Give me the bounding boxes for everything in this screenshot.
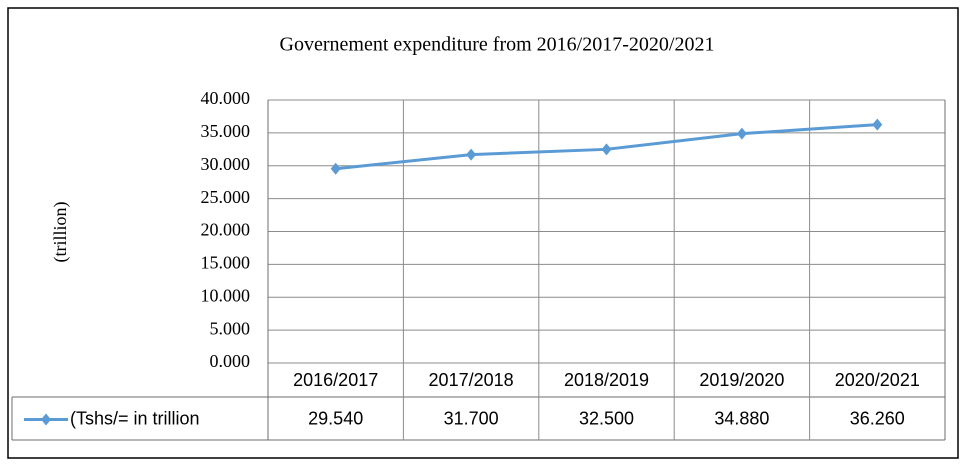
y-tick-label: 10.000	[201, 285, 251, 305]
x-tick-label: 2020/2021	[835, 370, 920, 390]
table-value: 36.260	[850, 408, 905, 428]
y-tick-label: 30.000	[201, 154, 251, 174]
y-tick-label: 25.000	[201, 187, 251, 207]
y-axis-label: (trillion)	[50, 202, 71, 263]
y-tick-label: 20.000	[201, 220, 251, 240]
y-tick-label: 5.000	[210, 318, 251, 338]
x-tick-label: 2018/2019	[564, 370, 649, 390]
point-marker	[601, 143, 612, 156]
point-marker	[466, 148, 477, 161]
point-marker	[872, 118, 883, 131]
legend-label: (Tshs/= in trillion	[70, 408, 200, 428]
y-tick-label: 0.000	[210, 351, 251, 371]
table-value: 29.540	[308, 408, 363, 428]
point-marker	[330, 162, 341, 175]
y-tick-label: 35.000	[201, 121, 251, 141]
y-tick-label: 40.000	[201, 88, 251, 108]
chart-border	[7, 7, 959, 459]
x-tick-label: 2016/2017	[293, 370, 378, 390]
x-tick-label: 2017/2018	[429, 370, 514, 390]
y-tick-label: 15.000	[201, 253, 251, 273]
x-tick-label: 2019/2020	[699, 370, 784, 390]
table-value: 32.500	[579, 408, 634, 428]
point-marker	[736, 127, 747, 140]
table-value: 34.880	[714, 408, 769, 428]
chart-title: Governement expenditure from 2016/2017-2…	[280, 34, 715, 56]
table-value: 31.700	[444, 408, 499, 428]
legend-marker	[41, 413, 51, 426]
